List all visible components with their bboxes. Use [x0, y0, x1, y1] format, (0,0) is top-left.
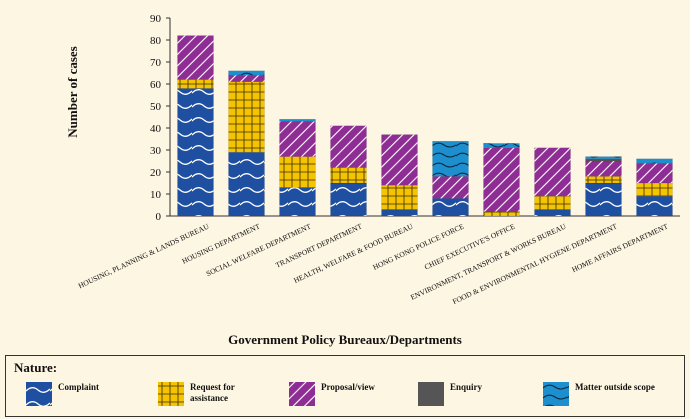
bar-segment-complaint	[636, 195, 673, 217]
bar-segment-complaint	[228, 151, 265, 217]
bar-segment-request-for-assistance	[381, 184, 418, 210]
y-tick-label: 90	[150, 13, 162, 25]
x-tick-label: TRANSPORT DEPARTMENT	[274, 221, 364, 269]
x-axis-title: Government Policy Bureaux/Departments	[228, 332, 462, 347]
y-tick-label: 40	[150, 123, 162, 135]
legend-item-complaint: Complaint	[26, 382, 138, 406]
y-tick-label: 0	[156, 211, 162, 223]
legend: Nature: Complaint Request for assistance…	[5, 355, 685, 417]
bar-segment-request-for-assistance	[483, 211, 520, 217]
legend-title: Nature:	[14, 360, 58, 375]
bar-segment-complaint	[534, 209, 571, 217]
y-tick-label: 80	[150, 35, 162, 47]
bar-segment-proposal-view	[534, 147, 571, 197]
x-tick-label: HOME AFFAIRS DEPARTMENT	[570, 221, 669, 274]
bar-segment-proposal-view	[381, 134, 418, 186]
bar-segment-complaint	[279, 187, 316, 217]
legend-item-outside-scope: Matter outside scope	[543, 382, 685, 406]
bar-segment-complaint	[381, 209, 418, 217]
y-axis-title: Number of cases	[65, 46, 80, 137]
y-tick-label: 20	[150, 167, 162, 179]
legend-item-enquiry: Enquiry	[418, 382, 530, 406]
enquiry-swatch	[418, 382, 444, 406]
y-tick-label: 10	[150, 189, 162, 201]
bar-segment-request-for-assistance	[330, 167, 367, 184]
x-tick-label: HONG KONG POLICE FORCE	[371, 221, 465, 271]
bar-segment-complaint	[330, 182, 367, 217]
bar-segment-proposal-view	[177, 35, 214, 80]
bar-segment-request-for-assistance	[177, 79, 214, 89]
bar-segment-proposal-view	[483, 147, 520, 212]
bar-segment-proposal-view	[228, 74, 265, 83]
complaint-swatch	[26, 382, 52, 406]
bar-segment-request-for-assistance	[534, 195, 571, 210]
legend-item-request: Request for assistance	[158, 382, 270, 406]
bar-segment-enquiry	[585, 158, 622, 162]
y-tick-label: 60	[150, 79, 162, 91]
bar-segment-complaint	[585, 182, 622, 217]
y-tick-label: 70	[150, 57, 162, 69]
bar-segment-proposal-view	[279, 121, 316, 157]
x-tick-label: CHIEF EXECUTIVE'S OFFICE	[423, 221, 517, 271]
proposal-swatch	[289, 382, 315, 406]
legend-item-proposal: Proposal/view	[289, 382, 401, 406]
bar-segment-matter-outside-scope	[483, 143, 520, 149]
legend-label-complaint: Complaint	[58, 382, 100, 392]
bar-segment-complaint	[432, 198, 469, 217]
bar-segment-proposal-view	[636, 162, 673, 184]
bar-segment-proposal-view	[585, 160, 622, 177]
bar-segment-matter-outside-scope	[279, 118, 316, 122]
legend-label-request: Request for assistance	[190, 382, 235, 403]
legend-label-outside-scope: Matter outside scope	[575, 382, 655, 392]
legend-label-enquiry: Enquiry	[450, 382, 483, 392]
x-tick-labels: HOUSING, PLANNING & LANDS BUREAUHOUSING …	[77, 221, 670, 306]
y-tick-label: 30	[150, 145, 162, 157]
bar-segment-proposal-view	[432, 176, 469, 199]
bar-segment-request-for-assistance	[228, 81, 265, 153]
bar-segment-matter-outside-scope	[585, 156, 622, 160]
bar-segment-matter-outside-scope	[636, 158, 673, 164]
bar-segment-request-for-assistance	[585, 176, 622, 184]
y-tick-label: 50	[150, 101, 162, 113]
bar-segment-proposal-view	[330, 125, 367, 168]
bar-segment-complaint	[177, 88, 214, 217]
bar-segment-matter-outside-scope	[228, 70, 265, 76]
bar-segment-matter-outside-scope	[432, 140, 469, 177]
outside-scope-swatch	[543, 382, 569, 406]
legend-label-proposal: Proposal/view	[321, 382, 375, 392]
chart-svg: 0 10 20 30 40 50 60 70 80 90 HOUSING, PLANNING & …	[65, 13, 680, 306]
bar-segment-request-for-assistance	[636, 182, 673, 197]
bars-layer	[177, 35, 673, 217]
request-swatch	[158, 382, 184, 406]
bar-segment-request-for-assistance	[279, 156, 316, 188]
